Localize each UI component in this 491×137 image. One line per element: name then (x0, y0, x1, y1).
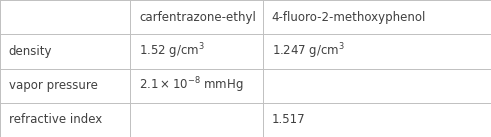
Text: $2.1\times10^{-8}$ mmHg: $2.1\times10^{-8}$ mmHg (139, 76, 244, 95)
Text: 1.517: 1.517 (272, 113, 305, 126)
Text: 4-fluoro-2-methoxyphenol: 4-fluoro-2-methoxyphenol (272, 11, 426, 24)
Text: 1.247 g/cm$^3$: 1.247 g/cm$^3$ (272, 42, 344, 61)
Text: vapor pressure: vapor pressure (9, 79, 98, 92)
Text: carfentrazone-ethyl: carfentrazone-ethyl (139, 11, 256, 24)
Text: refractive index: refractive index (9, 113, 102, 126)
Text: density: density (9, 45, 53, 58)
Text: 1.52 g/cm$^3$: 1.52 g/cm$^3$ (139, 42, 205, 61)
